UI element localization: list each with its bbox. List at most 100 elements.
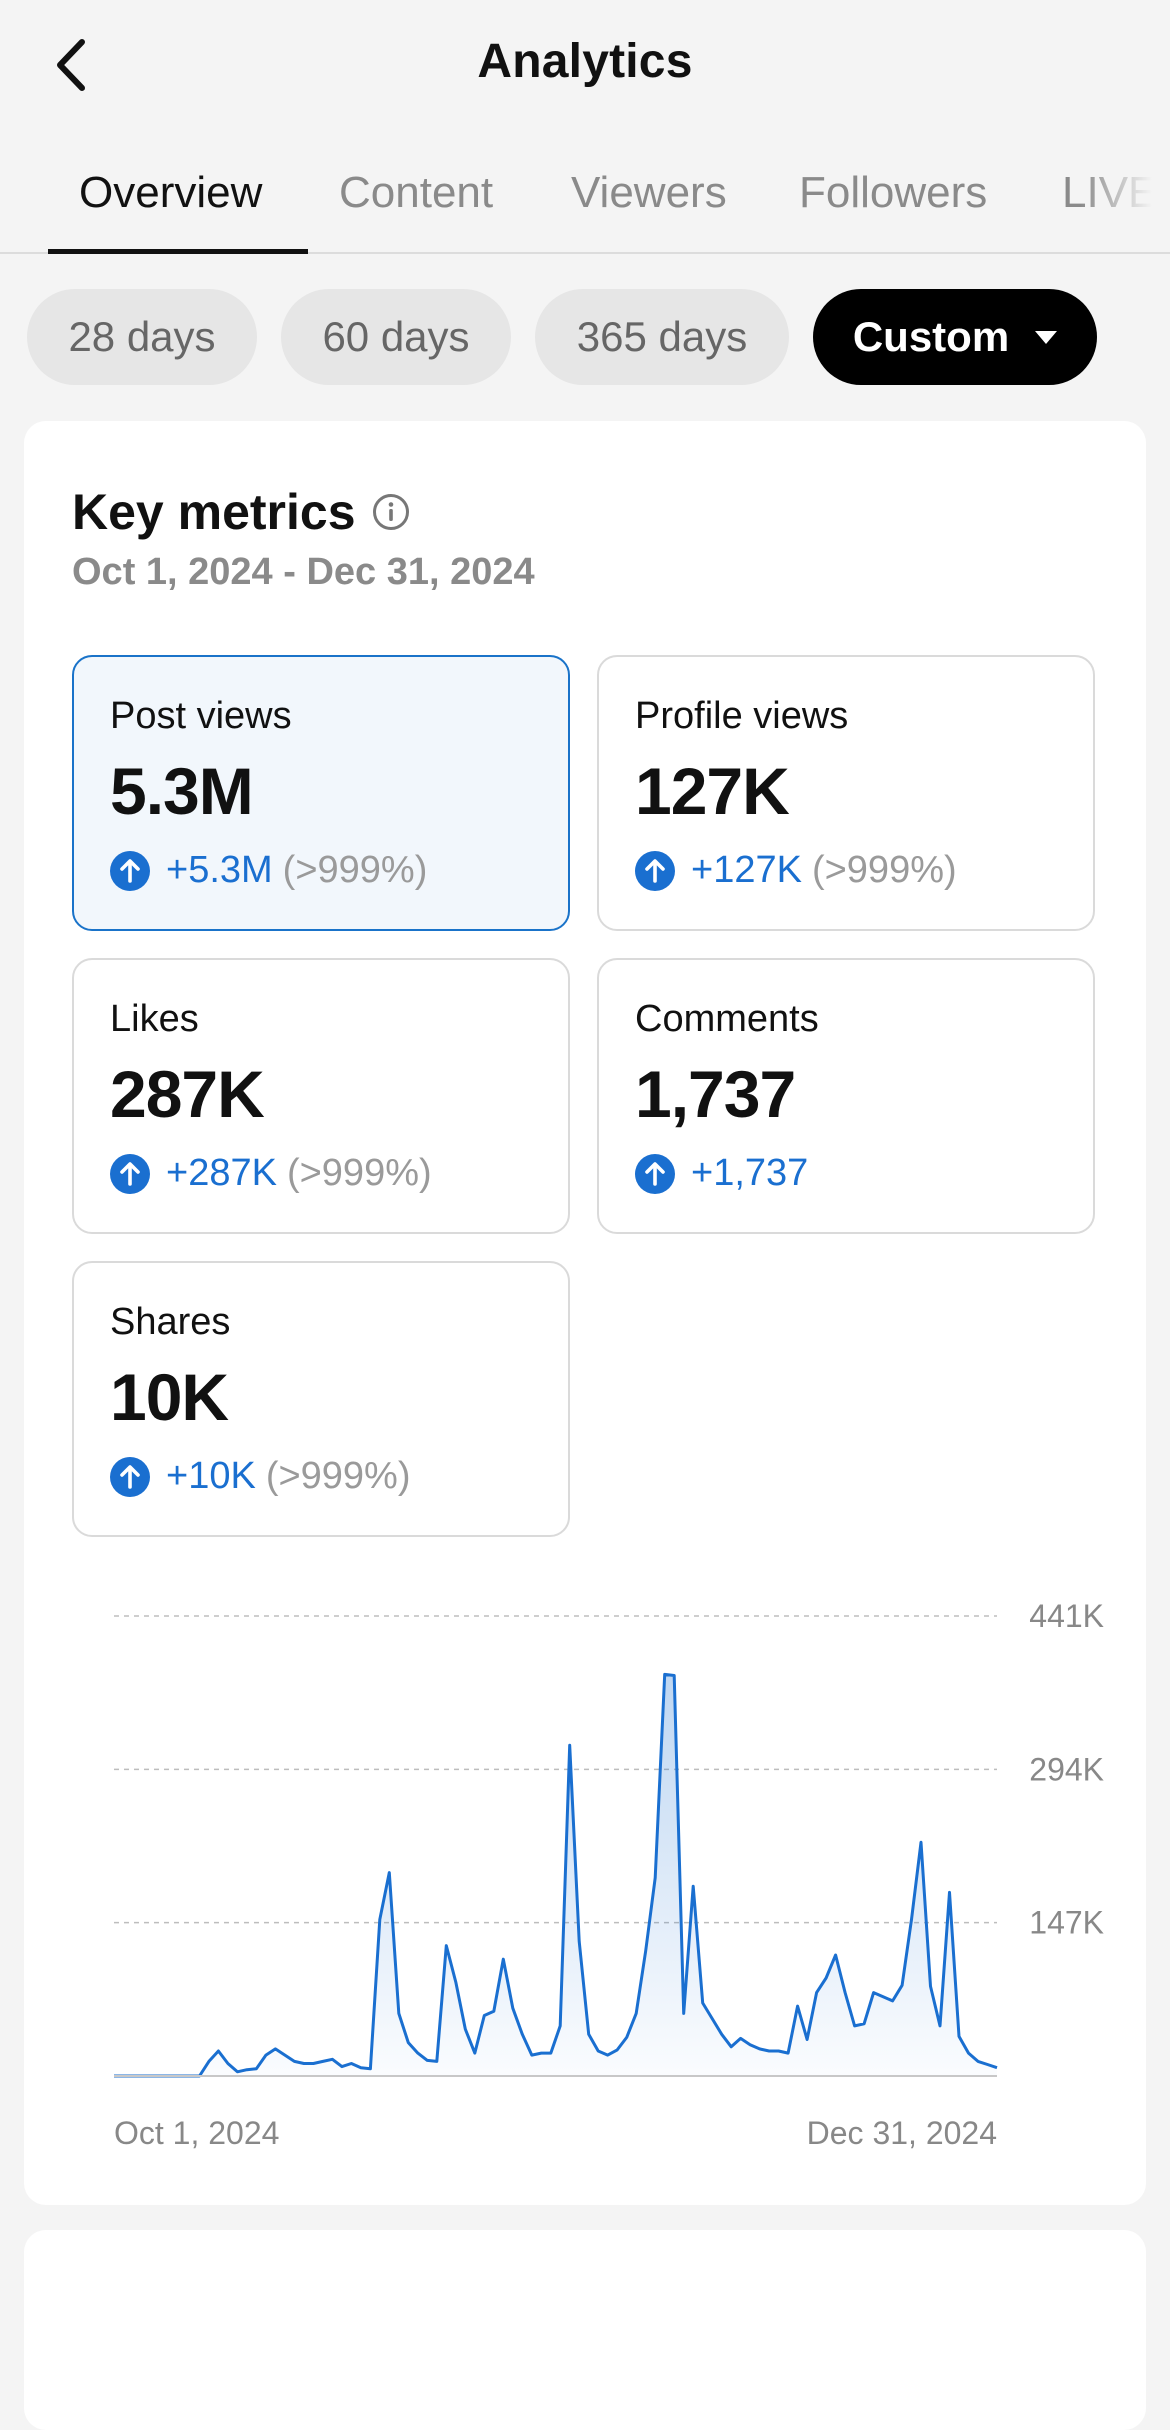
- chart-data-point: [881, 1995, 885, 1999]
- y-axis-tick-label: 294K: [1029, 1751, 1104, 1787]
- filter-custom-label: Custom: [852, 313, 1010, 360]
- caret-down-icon: [1035, 330, 1058, 344]
- chart-data-point: [663, 1672, 667, 1676]
- chart-data-point: [948, 1890, 952, 1894]
- chart-data-point: [549, 2051, 553, 2055]
- y-axis-tick-label: 147K: [1029, 1905, 1104, 1941]
- chart-data-point: [710, 2017, 714, 2021]
- chart-data-point: [777, 2049, 781, 2053]
- chart-data-point: [900, 1983, 904, 1987]
- filter-custom[interactable]: Custom: [813, 289, 1097, 385]
- info-icon[interactable]: [372, 493, 410, 531]
- chart-data-point: [302, 2062, 306, 2066]
- chart-data-point: [853, 2024, 857, 2028]
- chart-data-point: [501, 1957, 505, 1961]
- chart-data-point: [606, 2053, 610, 2057]
- chart-data-point: [796, 2004, 800, 2008]
- tab-followers[interactable]: Followers: [799, 168, 988, 217]
- chart-data-point: [862, 2022, 866, 2026]
- chart-data-point: [169, 2074, 173, 2078]
- chart-data-point: [729, 2045, 733, 2049]
- chart-data-point: [986, 2063, 990, 2067]
- back-button[interactable]: [40, 30, 100, 100]
- metric-value: 1,737: [635, 1057, 796, 1131]
- chart-data-point: [226, 2062, 230, 2066]
- chart-data-point: [891, 1999, 895, 2003]
- chart-data-point: [587, 2032, 591, 2036]
- chart-data-point: [625, 2035, 629, 2039]
- chart-data-point: [872, 1991, 876, 1995]
- metric-change: +287K (>999%): [110, 1152, 432, 1195]
- chart-data-point: [160, 2074, 164, 2078]
- chart-data-point: [758, 2047, 762, 2051]
- date-range-text: Oct 1, 2024 - Dec 31, 2024: [72, 551, 535, 593]
- chart-data-point: [824, 1976, 828, 1980]
- metric-delta: +287K: [166, 1152, 277, 1194]
- filter-60-days[interactable]: 60 days: [281, 289, 511, 385]
- arrow-up-circle-icon: [110, 850, 150, 891]
- chart-area-fill: [114, 1674, 997, 2076]
- chart-data-point: [368, 2067, 372, 2071]
- y-axis-tick-label: 441K: [1029, 1598, 1104, 1634]
- key-metrics-title: Key metrics: [72, 484, 356, 540]
- chart-data-point: [131, 2074, 135, 2078]
- chart-data-point: [615, 2048, 619, 2052]
- chart-data-point: [321, 2059, 325, 2063]
- chart-data-point: [910, 1918, 914, 1922]
- filter-28-days[interactable]: 28 days: [27, 289, 257, 385]
- chart-data-point: [938, 2024, 942, 2028]
- chart-data-point: [264, 2053, 268, 2057]
- tab-viewers[interactable]: Viewers: [571, 168, 727, 217]
- metric-shares[interactable]: Shares 10K +10K (>999%): [72, 1261, 570, 1537]
- tab-content[interactable]: Content: [339, 168, 494, 217]
- post-views-chart[interactable]: 147K 294K 441K Oct 1, 2024 Dec 31, 2024: [84, 1571, 1144, 2171]
- metric-label: Shares: [110, 1301, 231, 1343]
- metric-post-views[interactable]: Post views 5.3M +5.3M (>999%): [72, 655, 570, 931]
- chart-data-point: [492, 2009, 496, 2013]
- chart-data-point: [283, 2053, 287, 2057]
- chart-data-point: [672, 1674, 676, 1678]
- chart-data-point: [273, 2047, 277, 2051]
- chart-data-point: [701, 2001, 705, 2005]
- tab-bar: Overview Content Viewers Followers LIVE: [0, 150, 1170, 254]
- metric-value: 127K: [635, 754, 790, 828]
- chart-data-point: [843, 1991, 847, 1995]
- chart-data-point: [112, 2074, 116, 2078]
- chart-data-point: [141, 2074, 145, 2078]
- chart-data-point: [397, 2011, 401, 2015]
- chart-data-point: [198, 2074, 202, 2078]
- chart-data-point: [425, 2058, 429, 2062]
- chart-data-point: [558, 2024, 562, 2028]
- chart-data-point: [245, 2068, 249, 2072]
- metric-change: +5.3M (>999%): [110, 849, 427, 892]
- arrow-up-circle-icon: [635, 1153, 675, 1194]
- arrow-up-circle-icon: [110, 1456, 150, 1497]
- chart-data-point: [387, 1871, 391, 1875]
- chart-data-point: [150, 2074, 154, 2078]
- chart-data-point: [720, 2032, 724, 2036]
- chart-data-point: [359, 2066, 363, 2070]
- chart-data-point: [995, 2066, 999, 2070]
- chart-data-point: [834, 1953, 838, 1957]
- metric-profile-views[interactable]: Profile views 127K +127K (>999%): [597, 655, 1095, 931]
- tab-overview[interactable]: Overview: [79, 168, 263, 217]
- tab-fade-overlay: [1080, 150, 1170, 250]
- chart-data-point: [188, 2074, 192, 2078]
- metric-change: +10K (>999%): [110, 1455, 411, 1498]
- chart-data-point: [235, 2070, 239, 2074]
- chart-data-point: [349, 2062, 353, 2066]
- arrow-up-circle-icon: [110, 1153, 150, 1194]
- metric-comments[interactable]: Comments 1,737 +1,737: [597, 958, 1095, 1234]
- chart-data-point: [805, 2038, 809, 2042]
- metric-label: Comments: [635, 998, 819, 1040]
- metric-value: 10K: [110, 1360, 229, 1434]
- chart-data-point: [179, 2074, 183, 2078]
- chart-data-point: [454, 1980, 458, 1984]
- filter-365-days[interactable]: 365 days: [535, 289, 789, 385]
- chart-data-point: [254, 2067, 258, 2071]
- chart-series-line: [114, 1672, 998, 2078]
- header: Analytics: [0, 0, 1170, 135]
- metric-change: +1,737: [635, 1152, 818, 1195]
- chart-data-point: [786, 2051, 790, 2055]
- metric-likes[interactable]: Likes 287K +287K (>999%): [72, 958, 570, 1234]
